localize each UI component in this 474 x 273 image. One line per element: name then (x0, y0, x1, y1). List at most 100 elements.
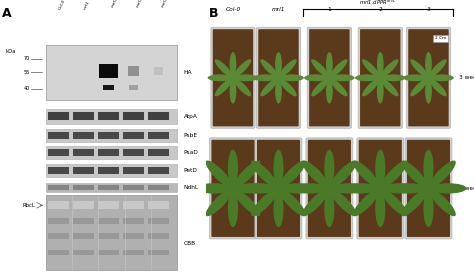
Ellipse shape (324, 190, 335, 227)
Bar (123, 233, 144, 239)
Ellipse shape (260, 78, 278, 96)
Bar (123, 185, 144, 190)
FancyBboxPatch shape (256, 27, 301, 128)
Ellipse shape (99, 65, 118, 77)
Text: kDa: kDa (5, 49, 16, 54)
Text: A: A (2, 7, 12, 20)
Bar (123, 149, 144, 156)
Ellipse shape (382, 74, 406, 81)
Bar (123, 132, 144, 139)
Text: mrl1: mrl1 (83, 0, 91, 10)
Text: mrl1:dPPR$^{rbcL}$: mrl1:dPPR$^{rbcL}$ (359, 0, 396, 7)
Ellipse shape (330, 74, 355, 81)
Ellipse shape (362, 78, 380, 96)
Bar (73, 250, 94, 255)
Bar (46, 129, 177, 142)
Ellipse shape (234, 189, 260, 216)
FancyBboxPatch shape (210, 138, 256, 239)
Circle shape (375, 183, 386, 194)
Ellipse shape (324, 150, 335, 186)
Ellipse shape (401, 161, 428, 188)
Text: HA: HA (183, 70, 192, 75)
Ellipse shape (429, 189, 456, 216)
Bar (73, 218, 94, 224)
Bar (148, 167, 169, 174)
FancyBboxPatch shape (359, 140, 402, 237)
Ellipse shape (279, 161, 306, 188)
FancyBboxPatch shape (258, 29, 299, 126)
Text: mrl1:dPPR$^{rbcL}$-2: mrl1:dPPR$^{rbcL}$-2 (134, 0, 157, 10)
Text: mrl1:dPPR$^{rbcL}$-3: mrl1:dPPR$^{rbcL}$-3 (158, 0, 182, 10)
Ellipse shape (253, 74, 277, 81)
Ellipse shape (391, 183, 427, 194)
Bar (123, 201, 144, 209)
Bar (123, 250, 144, 255)
Ellipse shape (302, 189, 328, 216)
Bar (123, 218, 144, 224)
Ellipse shape (279, 59, 297, 77)
Ellipse shape (342, 183, 378, 194)
Bar (73, 233, 94, 239)
Bar (48, 149, 69, 156)
Ellipse shape (240, 183, 277, 194)
Bar (98, 132, 118, 139)
Ellipse shape (353, 189, 380, 216)
Ellipse shape (425, 79, 432, 103)
Ellipse shape (206, 161, 232, 188)
Ellipse shape (279, 78, 297, 96)
Ellipse shape (235, 183, 271, 194)
Ellipse shape (429, 161, 456, 188)
Ellipse shape (280, 183, 317, 194)
Bar (48, 112, 69, 120)
Bar (46, 146, 177, 159)
Ellipse shape (273, 150, 283, 186)
Bar (73, 149, 94, 156)
Bar (98, 250, 119, 255)
Text: -3: -3 (426, 7, 431, 12)
Circle shape (275, 74, 282, 81)
Ellipse shape (229, 52, 237, 77)
Ellipse shape (401, 189, 428, 216)
Ellipse shape (381, 78, 399, 96)
Ellipse shape (311, 78, 329, 96)
Ellipse shape (279, 189, 306, 216)
Text: B: B (209, 7, 219, 20)
Text: PetD: PetD (183, 168, 197, 173)
Text: AtpA: AtpA (183, 114, 197, 118)
FancyBboxPatch shape (358, 27, 402, 128)
FancyBboxPatch shape (309, 29, 350, 126)
Bar (148, 149, 169, 156)
Bar (148, 185, 169, 190)
Ellipse shape (429, 59, 447, 77)
Bar (73, 167, 94, 174)
Bar (47, 201, 69, 209)
Ellipse shape (425, 52, 432, 77)
Bar (46, 183, 177, 192)
Ellipse shape (362, 59, 380, 77)
Ellipse shape (228, 150, 238, 186)
Ellipse shape (234, 78, 251, 96)
FancyBboxPatch shape (306, 138, 353, 239)
Bar (99, 64, 118, 78)
Bar (73, 201, 94, 209)
Ellipse shape (330, 59, 347, 77)
Bar (148, 250, 169, 255)
Ellipse shape (311, 59, 329, 77)
Ellipse shape (195, 183, 231, 194)
FancyBboxPatch shape (308, 140, 351, 237)
Ellipse shape (429, 74, 454, 81)
FancyBboxPatch shape (408, 29, 449, 126)
Bar (98, 201, 119, 209)
FancyBboxPatch shape (406, 27, 451, 128)
FancyBboxPatch shape (307, 27, 352, 128)
Ellipse shape (330, 189, 357, 216)
Bar (148, 112, 169, 120)
Ellipse shape (403, 74, 427, 81)
Circle shape (228, 183, 238, 194)
FancyBboxPatch shape (213, 29, 253, 126)
Circle shape (326, 74, 333, 81)
Circle shape (423, 183, 434, 194)
Ellipse shape (275, 79, 282, 103)
Ellipse shape (215, 78, 232, 96)
Circle shape (324, 183, 335, 194)
